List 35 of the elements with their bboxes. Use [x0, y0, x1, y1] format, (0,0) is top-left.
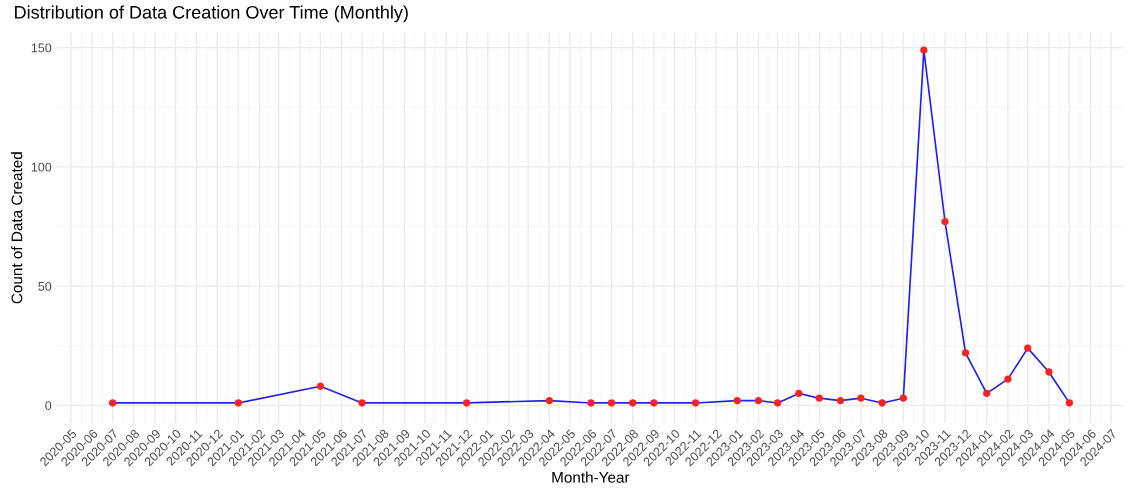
point — [1045, 368, 1053, 376]
point — [920, 46, 928, 54]
point — [629, 399, 637, 407]
point — [733, 396, 741, 405]
y-axis-title: Count of Data Created — [11, 152, 23, 304]
point — [754, 396, 763, 405]
point — [795, 389, 803, 398]
point — [836, 396, 845, 405]
point — [587, 399, 595, 407]
point — [650, 399, 658, 407]
point — [983, 389, 991, 398]
point — [316, 382, 325, 390]
point — [1024, 344, 1032, 352]
chart-title: Distribution of Data Creation Over Time (Monthly) — [15, 5, 408, 23]
y-tick-label: 0 — [45, 401, 52, 410]
point — [462, 399, 471, 407]
point — [1065, 399, 1074, 407]
point — [691, 399, 700, 407]
x-axis-title: Month-Year — [552, 471, 630, 483]
y-tick-label: 50 — [38, 281, 52, 291]
point — [1004, 375, 1012, 383]
point — [941, 218, 949, 226]
point — [773, 399, 782, 407]
point — [108, 399, 117, 407]
point — [878, 399, 886, 407]
y-tick-label: 150 — [31, 43, 52, 53]
point — [358, 399, 366, 407]
point — [899, 394, 908, 402]
point — [607, 399, 616, 407]
y-tick-label: 100 — [31, 162, 52, 172]
point — [545, 396, 554, 405]
point — [815, 394, 823, 402]
point — [961, 349, 970, 357]
point — [857, 394, 865, 402]
point — [234, 399, 243, 407]
